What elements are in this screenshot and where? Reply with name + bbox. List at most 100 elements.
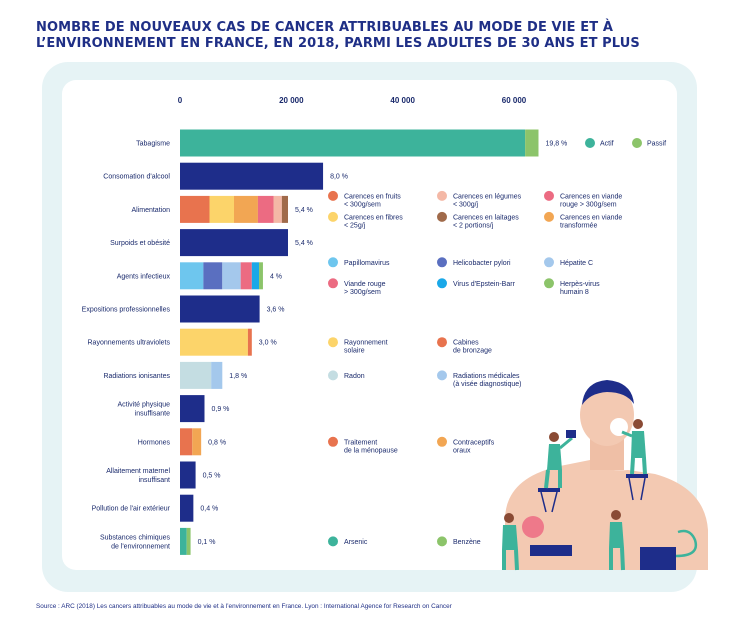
legend-swatch [437, 211, 447, 222]
legend-label: Carences en légumes < 300g/j [453, 193, 522, 208]
category-label: Hormones [138, 439, 171, 446]
legend-swatch [437, 436, 447, 447]
category-label: Surpoids et obésité [110, 240, 170, 247]
bar-group: Hormones 0,8 % Traitement de la ménopause Co… [138, 428, 495, 456]
percentage-label: 5,4 % [295, 240, 313, 247]
bar-segment [247, 328, 252, 356]
bar-segment [281, 195, 288, 223]
legend-swatch [437, 536, 447, 547]
bar-segment [180, 262, 204, 290]
bar-segment [180, 229, 288, 257]
bar-group: Surpoids et obésité 5,4 % [110, 229, 313, 257]
bar-segment [233, 195, 258, 223]
bar-segment [259, 262, 263, 290]
legend-swatch [437, 337, 447, 348]
percentage-label: 8,0 % [330, 174, 348, 181]
percentage-label: 0,9 % [211, 406, 229, 413]
bar-segment [251, 262, 260, 290]
legend-label: Passif [647, 141, 666, 148]
percentage-label: 1,8 % [229, 373, 247, 380]
percentage-label: 5,4 % [295, 207, 313, 214]
legend-label: Carences en laitages < 2 portions/j [453, 214, 519, 229]
bar-segment [192, 428, 202, 456]
legend-swatch [437, 190, 447, 201]
legend-label: Herpès-virus humain 8 [560, 281, 600, 296]
bar-segment [257, 195, 274, 223]
x-axis-ticks: 0 20 000 40 000 60 000 [178, 96, 527, 105]
bar-group: Expositions professionnelles 3,6 % [82, 295, 285, 323]
legend-swatch [632, 138, 642, 148]
legend-label: Virus d'Epstein-Barr [453, 281, 516, 288]
percentage-label: 0,1 % [198, 539, 216, 546]
legend-label: Carences en fibres < 25g/j [344, 214, 403, 229]
bar-segment [180, 461, 196, 489]
bar-segment [203, 262, 223, 290]
category-label: Allaitement maternel insuffisant [106, 468, 170, 484]
legend-label: Actif [600, 141, 614, 148]
legend-label: Traitement de la ménopause [344, 439, 398, 454]
legend-swatch [544, 190, 554, 201]
bar-segment [273, 195, 282, 223]
category-label: Tabagisme [136, 141, 170, 148]
bar-segment [222, 262, 241, 290]
bar-segment [240, 262, 252, 290]
legend-label: Carences en fruits < 300g/sem [344, 193, 401, 208]
bar-group: Allaitement maternel insuffisant 0,5 % [106, 461, 221, 489]
legend-swatch [437, 257, 447, 268]
bar-segment [211, 361, 223, 389]
category-label: Pollution de l'air extérieur [92, 506, 171, 513]
percentage-label: 4 % [270, 273, 282, 280]
legend-swatch [328, 536, 338, 547]
legend-label: Helicobacter pylori [453, 260, 511, 267]
legend-swatch [585, 138, 595, 148]
x-tick-label: 60 000 [502, 96, 527, 105]
category-label: Expositions professionnelles [82, 307, 171, 314]
legend-swatch [328, 211, 338, 222]
legend-label: Carences en viande transformée [560, 214, 622, 229]
bar-segment [180, 428, 193, 456]
bar-group: Pollution de l'air extérieur 0,4 % [92, 494, 218, 522]
percentage-label: 0,5 % [203, 473, 221, 480]
category-label: Substances chimiques de l'environnement [100, 534, 171, 550]
bar-group: Activité physique insuffisante 0,9 % [117, 395, 229, 423]
percentage-label: 0,8 % [208, 439, 226, 446]
legend-label: Radiations médicales (à visée diagnostiqu… [453, 373, 522, 388]
legend-swatch [544, 278, 554, 289]
legend-label: Rayonnement solaire [344, 340, 388, 355]
x-tick-label: 20 000 [279, 96, 304, 105]
legend-label: Contraceptifs oraux [453, 439, 495, 454]
legend-swatch [544, 211, 554, 222]
bar-segment [180, 195, 210, 223]
bar-segment [180, 361, 212, 389]
category-label: Rayonnements ultraviolets [88, 340, 171, 347]
bar-segment [209, 195, 234, 223]
x-tick-label: 40 000 [390, 96, 415, 105]
legend-swatch [328, 257, 338, 268]
percentage-label: 19,8 % [545, 141, 567, 148]
bar-group: Substances chimiques de l'environnement 0,… [100, 527, 481, 555]
category-label: Agents infectieux [117, 273, 171, 280]
source-note: Source : ARC (2018) Les cancers attribua… [36, 603, 452, 610]
bars: Tabagisme 19,8 % Actif Passif Consomation d'… [82, 129, 666, 555]
bar-segment [180, 328, 248, 356]
bar-group: Rayonnements ultraviolets 3,0 % Rayonnemen… [88, 328, 492, 356]
percentage-label: 3,6 % [267, 307, 285, 314]
legend-label: Viande rouge > 300g/sem [344, 281, 386, 296]
legend-label: Hépatite C [560, 260, 593, 267]
legend-label: Benzène [453, 539, 481, 546]
bar-segment [525, 129, 539, 157]
legend-label: Carences en viande rouge > 300g/sem [560, 193, 622, 208]
bar-segment [180, 295, 260, 323]
category-label: Alimentation [131, 207, 170, 214]
legend-label: Papillomavirus [344, 260, 390, 267]
bar-segment [180, 494, 194, 522]
bar-segment [180, 527, 187, 555]
x-tick-label: 0 [178, 96, 183, 105]
legend-swatch [328, 337, 338, 348]
legend-label: Radon [344, 373, 365, 380]
category-label: Consomation d'alcool [103, 174, 170, 181]
legend-swatch [437, 370, 447, 381]
bar-group: Alimentation 5,4 % Carences en fruits < 300… [131, 190, 622, 229]
bar-group: Radiations ionisantes 1,8 % Radon Radiation… [103, 361, 522, 389]
